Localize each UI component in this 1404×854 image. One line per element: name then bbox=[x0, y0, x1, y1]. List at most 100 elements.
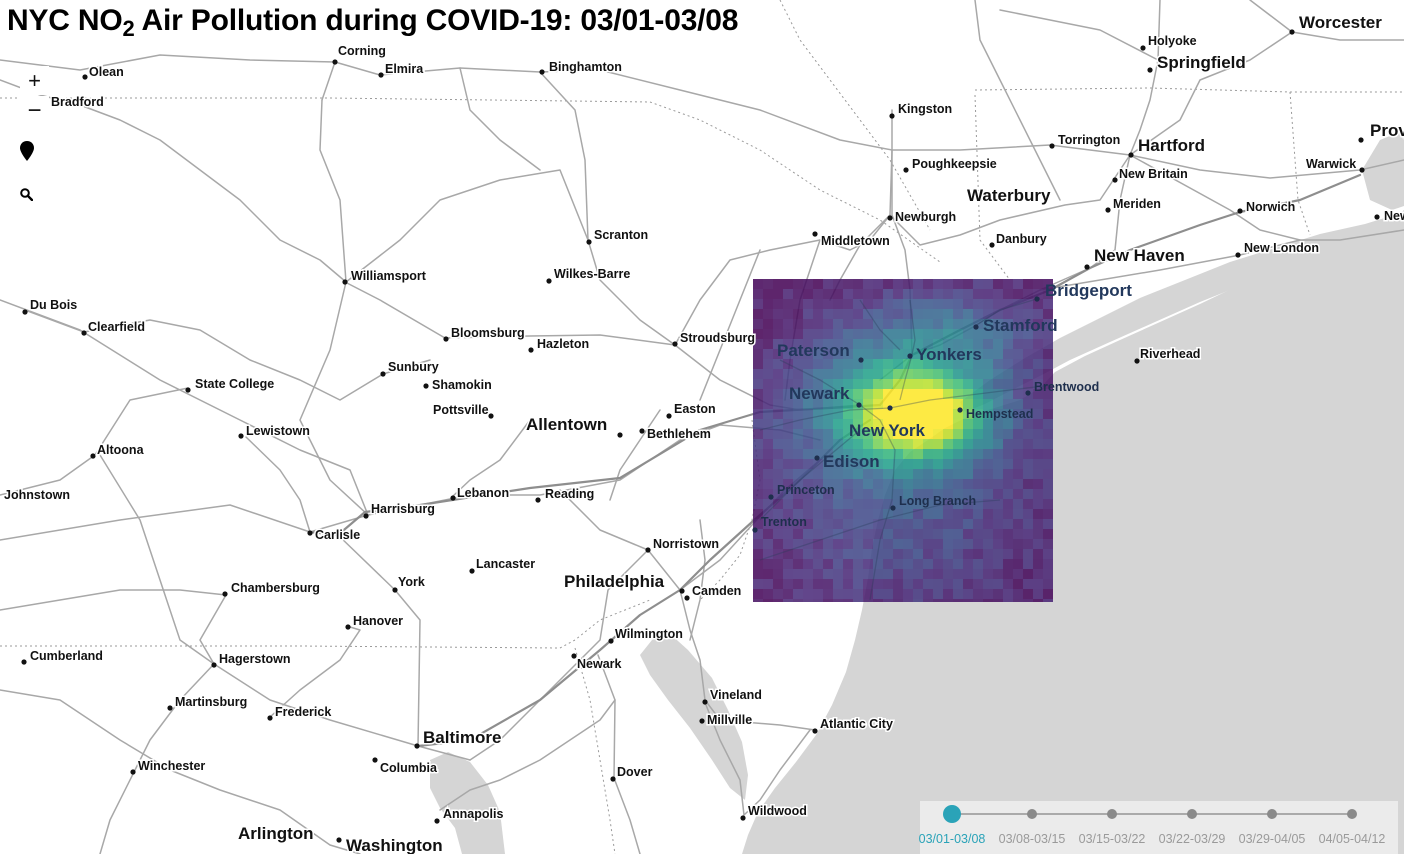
no2-cell bbox=[813, 329, 823, 339]
no2-cell bbox=[813, 409, 823, 419]
no2-cell bbox=[893, 519, 903, 529]
no2-cell bbox=[1033, 469, 1043, 479]
no2-cell bbox=[753, 349, 763, 359]
no2-cell bbox=[783, 539, 793, 549]
no2-cell bbox=[933, 329, 943, 339]
no2-cell bbox=[753, 519, 763, 529]
no2-cell bbox=[1023, 349, 1033, 359]
no2-cell bbox=[963, 389, 973, 399]
no2-cell bbox=[1013, 329, 1023, 339]
time-slider-label[interactable]: 03/22-03/29 bbox=[1158, 832, 1226, 846]
zoom-out-button[interactable]: − bbox=[20, 96, 49, 125]
no2-cell bbox=[753, 379, 763, 389]
no2-cell bbox=[983, 289, 993, 299]
time-slider-stop[interactable] bbox=[1187, 809, 1197, 819]
no2-cell bbox=[1023, 339, 1033, 349]
no2-cell bbox=[983, 499, 993, 509]
zoom-in-button[interactable]: + bbox=[20, 66, 49, 95]
no2-cell bbox=[813, 369, 823, 379]
no2-cell bbox=[823, 339, 833, 349]
no2-cell bbox=[1043, 279, 1053, 289]
no2-cell bbox=[793, 359, 803, 369]
no2-cell bbox=[843, 519, 853, 529]
no2-cell bbox=[1023, 569, 1033, 579]
no2-cell bbox=[803, 279, 813, 289]
no2-cell bbox=[773, 289, 783, 299]
no2-cell bbox=[833, 489, 843, 499]
no2-cell bbox=[763, 479, 773, 489]
no2-cell bbox=[783, 279, 793, 289]
no2-cell bbox=[983, 439, 993, 449]
no2-cell bbox=[913, 589, 923, 599]
no2-cell bbox=[1033, 559, 1043, 569]
no2-cell bbox=[793, 459, 803, 469]
no2-cell bbox=[893, 389, 903, 399]
connecticut-coast-water bbox=[1362, 130, 1404, 210]
no2-cell bbox=[983, 369, 993, 379]
no2-cell bbox=[973, 439, 983, 449]
time-slider-stop[interactable] bbox=[1107, 809, 1117, 819]
time-slider-label[interactable]: 03/08-03/15 bbox=[998, 832, 1066, 846]
no2-cell bbox=[843, 559, 853, 569]
no2-cell bbox=[993, 339, 1003, 349]
search-button[interactable] bbox=[20, 188, 49, 219]
no2-cell bbox=[853, 579, 863, 589]
no2-cell bbox=[1003, 339, 1013, 349]
no2-cell bbox=[973, 499, 983, 509]
no2-cell bbox=[783, 369, 793, 379]
city-label: Hartford bbox=[1138, 136, 1205, 155]
no2-cell bbox=[883, 589, 893, 599]
no2-cell bbox=[863, 579, 873, 589]
no2-cell bbox=[773, 409, 783, 419]
city-marker bbox=[1359, 167, 1365, 173]
no2-cell bbox=[763, 589, 773, 599]
no2-cell bbox=[853, 539, 863, 549]
no2-cell bbox=[983, 599, 993, 602]
no2-cell bbox=[1003, 549, 1013, 559]
no2-cell bbox=[933, 589, 943, 599]
city-marker bbox=[1374, 214, 1380, 220]
time-slider[interactable]: 03/01-03/08 03/08-03/15 03/15-03/22 03/22-0… bbox=[918, 801, 1398, 854]
no2-cell bbox=[893, 579, 903, 589]
no2-cell bbox=[763, 289, 773, 299]
no2-cell bbox=[893, 559, 903, 569]
no2-cell bbox=[1033, 299, 1043, 309]
no2-cell bbox=[1043, 559, 1053, 569]
time-slider-stop[interactable] bbox=[1347, 809, 1357, 819]
no2-cell bbox=[1043, 339, 1053, 349]
no2-cell bbox=[883, 409, 893, 419]
no2-cell bbox=[1043, 549, 1053, 559]
no2-cell bbox=[973, 539, 983, 549]
no2-cell bbox=[893, 359, 903, 369]
no2-cell bbox=[803, 589, 813, 599]
city-marker bbox=[450, 495, 456, 501]
no2-cell bbox=[753, 549, 763, 559]
no2-cell bbox=[1013, 309, 1023, 319]
time-slider-stop[interactable] bbox=[943, 805, 961, 823]
no2-cell bbox=[793, 589, 803, 599]
no2-cell bbox=[913, 379, 923, 389]
no2-cell bbox=[883, 279, 893, 289]
no2-cell bbox=[823, 379, 833, 389]
no2-cell bbox=[1003, 579, 1013, 589]
no2-cell bbox=[913, 329, 923, 339]
no2-cell bbox=[883, 519, 893, 529]
city-label: Millville bbox=[707, 713, 752, 727]
city-label: Torrington bbox=[1058, 133, 1120, 147]
no2-cell bbox=[983, 589, 993, 599]
time-slider-label[interactable]: 03/29-04/05 bbox=[1238, 832, 1306, 846]
time-slider-stop[interactable] bbox=[1027, 809, 1037, 819]
no2-cell bbox=[863, 329, 873, 339]
no2-cell bbox=[833, 589, 843, 599]
no2-cell bbox=[793, 279, 803, 289]
locate-button[interactable] bbox=[20, 141, 49, 172]
time-slider-label[interactable]: 04/05-04/12 bbox=[1318, 832, 1386, 846]
no2-cell bbox=[1033, 289, 1043, 299]
time-slider-label[interactable]: 03/15-03/22 bbox=[1078, 832, 1146, 846]
city-label: Newark bbox=[577, 657, 622, 671]
no2-cell bbox=[893, 459, 903, 469]
time-slider-label[interactable]: 03/01-03/08 bbox=[918, 832, 986, 846]
city-label: Bloomsburg bbox=[451, 326, 525, 340]
time-slider-stop[interactable] bbox=[1267, 809, 1277, 819]
